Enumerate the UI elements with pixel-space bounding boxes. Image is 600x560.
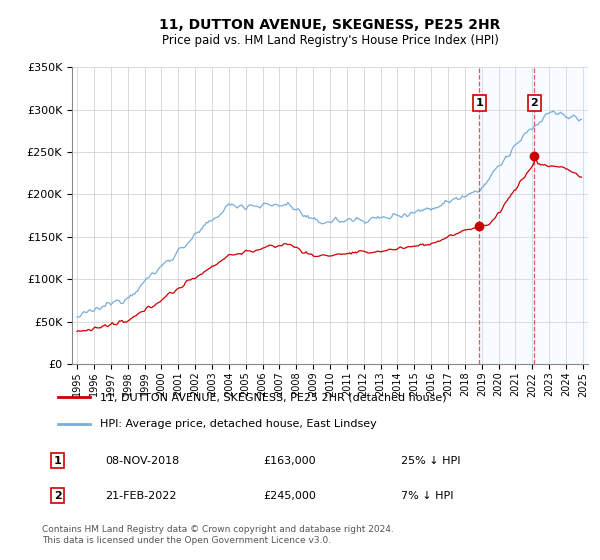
Text: HPI: Average price, detached house, East Lindsey: HPI: Average price, detached house, East…: [100, 419, 377, 430]
Text: 08-NOV-2018: 08-NOV-2018: [106, 456, 179, 465]
Text: £245,000: £245,000: [264, 491, 317, 501]
Text: 11, DUTTON AVENUE, SKEGNESS, PE25 2HR (detached house): 11, DUTTON AVENUE, SKEGNESS, PE25 2HR (d…: [100, 392, 447, 402]
Text: 25% ↓ HPI: 25% ↓ HPI: [401, 456, 461, 465]
Text: 2: 2: [54, 491, 62, 501]
Text: 21-FEB-2022: 21-FEB-2022: [106, 491, 177, 501]
Text: Price paid vs. HM Land Registry's House Price Index (HPI): Price paid vs. HM Land Registry's House …: [161, 34, 499, 47]
Text: Contains HM Land Registry data © Crown copyright and database right 2024.
This d: Contains HM Land Registry data © Crown c…: [42, 525, 394, 545]
Text: 1: 1: [54, 456, 62, 465]
Text: 7% ↓ HPI: 7% ↓ HPI: [401, 491, 454, 501]
Text: 2: 2: [530, 98, 538, 108]
Bar: [479, 67, 592, 364]
Text: 1: 1: [475, 98, 483, 108]
Text: 11, DUTTON AVENUE, SKEGNESS, PE25 2HR: 11, DUTTON AVENUE, SKEGNESS, PE25 2HR: [160, 18, 500, 32]
Text: £163,000: £163,000: [264, 456, 316, 465]
